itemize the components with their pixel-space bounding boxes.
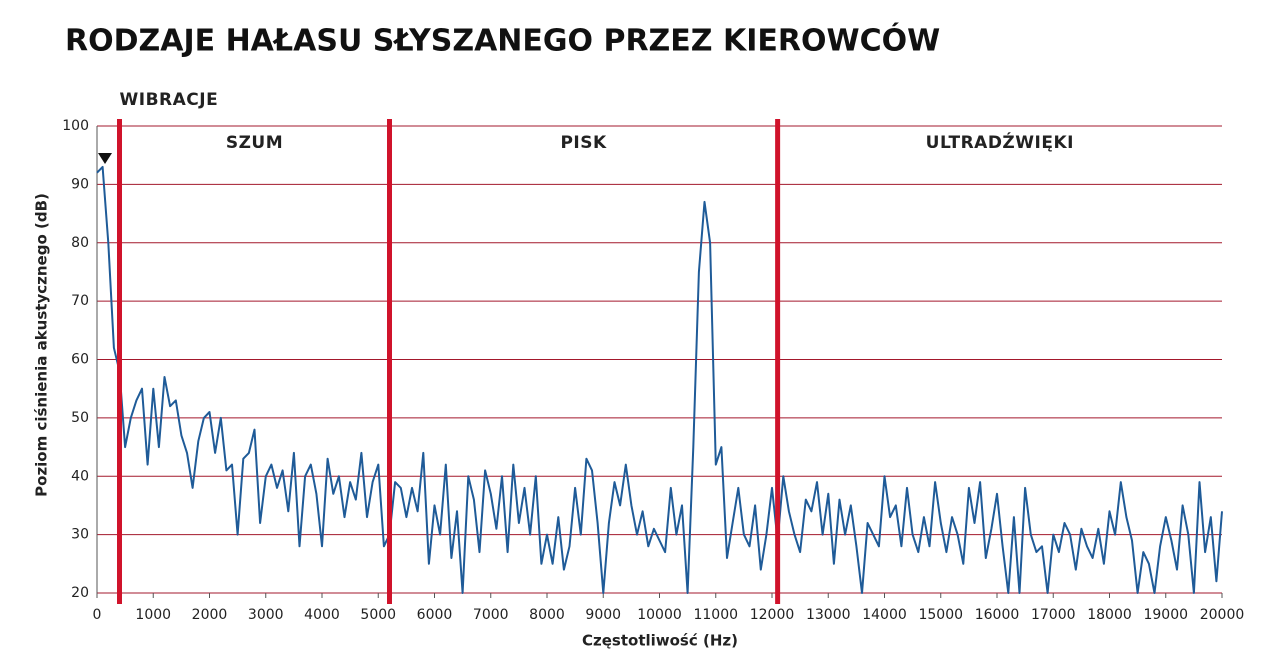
x-tick-label: 11000 [693, 607, 738, 623]
x-tick-label: 14000 [862, 607, 907, 623]
x-tick-label: 9000 [585, 607, 621, 623]
x-tick-label: 18000 [1087, 607, 1132, 623]
y-tick-label: 70 [71, 293, 89, 309]
x-tick-label: 1000 [135, 607, 171, 623]
x-tick-label: 10000 [637, 607, 682, 623]
y-tick-label: 80 [71, 235, 89, 251]
y-axis-label: Poziom ciśnienia akustycznego (dB) [33, 193, 51, 497]
marker-triangle [98, 153, 112, 164]
region-label: PISK [560, 133, 607, 153]
x-tick-label: 12000 [750, 607, 795, 623]
y-tick-label: 40 [71, 468, 89, 484]
region-label: WIBRACJE [120, 90, 219, 110]
x-tick-label: 16000 [975, 607, 1020, 623]
x-tick-label: 15000 [918, 607, 963, 623]
x-tick-label: 19000 [1143, 607, 1188, 623]
y-tick-label: 60 [71, 352, 89, 368]
x-tick-label: 5000 [360, 607, 396, 623]
y-tick-label: 20 [71, 585, 89, 601]
x-tick-label: 0 [93, 607, 102, 623]
x-tick-label: 6000 [417, 607, 453, 623]
x-tick-label: 20000 [1200, 607, 1245, 623]
x-axis-label: Częstotliwość (Hz) [582, 632, 738, 650]
x-tick-label: 4000 [304, 607, 340, 623]
x-tick-label: 17000 [1031, 607, 1076, 623]
y-tick-label: 90 [71, 176, 89, 192]
y-tick-label: 100 [62, 118, 89, 134]
y-tick-label: 50 [71, 410, 89, 426]
region-label: SZUM [226, 133, 283, 153]
x-tick-label: 7000 [473, 607, 509, 623]
data-line [96, 165, 1223, 594]
x-tick-label: 8000 [529, 607, 565, 623]
chart-title: RODZAJE HAŁASU SŁYSZANEGO PRZEZ KIEROWCÓ… [65, 22, 940, 59]
x-tick-label: 2000 [192, 607, 228, 623]
region-label: ULTRADŹWIĘKI [926, 131, 1074, 153]
x-tick-label: 13000 [806, 607, 851, 623]
x-tick-label: 3000 [248, 607, 284, 623]
y-tick-label: 30 [71, 527, 89, 543]
